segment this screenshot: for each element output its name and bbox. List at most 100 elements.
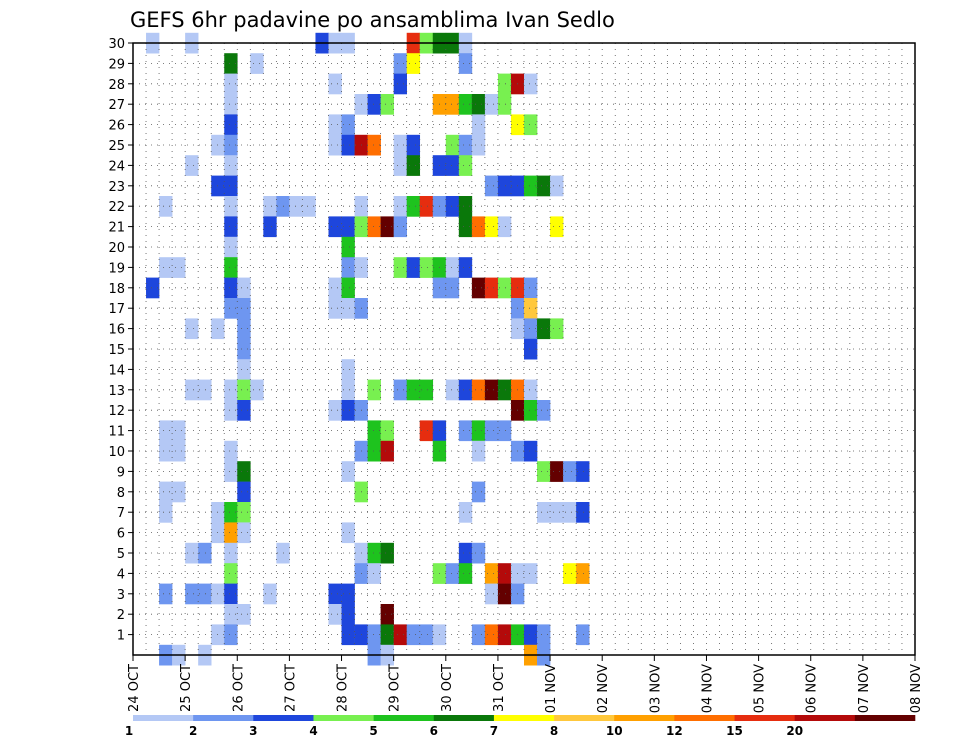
heatmap-cell xyxy=(198,379,212,401)
heatmap-cell xyxy=(367,624,381,646)
y-tick-label: 24 xyxy=(108,159,125,174)
heatmap-cell xyxy=(576,461,590,482)
heatmap-cell xyxy=(445,379,460,401)
y-axis: 1234567891011121314151617181920212223242… xyxy=(108,37,133,644)
heatmap-cell xyxy=(237,318,251,340)
y-tick-label: 23 xyxy=(108,180,125,195)
heatmap-cell xyxy=(146,277,160,299)
heatmap-cell xyxy=(484,216,499,238)
y-tick-label: 22 xyxy=(108,200,125,215)
heatmap-cell xyxy=(224,440,238,462)
heatmap-cell xyxy=(550,318,564,340)
legend-label: 20 xyxy=(786,724,803,738)
heatmap-cell xyxy=(484,583,499,605)
heatmap-cell xyxy=(289,196,303,217)
plot-grid xyxy=(133,42,915,655)
legend-label: 4 xyxy=(309,724,317,738)
heatmap-cell xyxy=(524,400,538,421)
heatmap-cell xyxy=(224,604,238,625)
heatmap-cell xyxy=(458,563,473,584)
heatmap-cell xyxy=(458,196,473,217)
heatmap-cell xyxy=(419,624,434,646)
y-tick-label: 10 xyxy=(108,445,125,460)
heatmap-cell xyxy=(237,502,251,523)
heatmap-cell xyxy=(367,379,381,401)
legend-swatch xyxy=(493,715,555,721)
heatmap-cell xyxy=(185,583,199,605)
heatmap-cell xyxy=(497,94,512,115)
y-tick-label: 4 xyxy=(117,567,125,582)
heatmap-cell xyxy=(393,196,407,217)
x-tick-label: 30 OCT xyxy=(440,664,455,712)
heatmap-cell xyxy=(237,277,251,299)
heatmap-cell xyxy=(458,257,473,278)
heatmap-cell xyxy=(224,134,238,156)
heatmap-cell xyxy=(471,216,486,238)
y-tick-label: 20 xyxy=(108,241,125,256)
heatmap-cell xyxy=(537,175,551,197)
heatmap-cell xyxy=(224,522,238,544)
heatmap-cell xyxy=(406,624,421,646)
heatmap-cell xyxy=(458,502,473,523)
heatmap-cell xyxy=(380,420,394,442)
heatmap-cell xyxy=(471,134,486,156)
heatmap-cell xyxy=(224,94,238,115)
y-tick-label: 7 xyxy=(117,506,125,521)
heatmap-cell xyxy=(537,318,551,340)
heatmap-cell xyxy=(524,338,538,360)
heatmap-cell xyxy=(524,379,538,401)
heatmap-cell xyxy=(367,440,381,462)
heatmap-cell xyxy=(224,461,238,482)
legend-label: 5 xyxy=(369,724,377,738)
heatmap-cell xyxy=(393,624,407,646)
legend-label: 3 xyxy=(249,724,257,738)
heatmap-cell xyxy=(159,583,173,605)
heatmap-cell xyxy=(328,73,342,95)
y-tick-label: 5 xyxy=(117,547,125,562)
heatmap-cell xyxy=(524,624,538,646)
heatmap-cell xyxy=(393,155,407,176)
heatmap-cell xyxy=(537,461,551,482)
heatmap-cell xyxy=(471,481,486,503)
legend-swatch xyxy=(253,715,314,721)
heatmap-cell xyxy=(380,624,394,646)
heatmap-cell xyxy=(497,216,512,238)
heatmap-cell xyxy=(341,298,355,319)
heatmap-cell xyxy=(328,400,342,421)
heatmap-cell xyxy=(224,298,238,319)
x-tick-label: 24 OCT xyxy=(127,664,142,712)
heatmap-cell xyxy=(524,73,538,95)
heatmap-cell xyxy=(224,175,238,197)
heatmap-cell xyxy=(419,420,434,442)
heatmap-cell xyxy=(159,420,173,442)
heatmap-cell xyxy=(224,73,238,95)
heatmap-cell xyxy=(537,400,551,421)
heatmap-cell xyxy=(406,155,421,176)
heatmap-cell xyxy=(341,522,355,544)
heatmap-cell xyxy=(380,216,394,238)
heatmap-cell xyxy=(445,155,460,176)
heatmap-cell xyxy=(341,604,355,625)
x-tick-label: 29 OCT xyxy=(388,664,403,712)
color-legend: 1 2 3 4 5 6 7 8 10 12 15 20 xyxy=(125,715,916,738)
heatmap-cell xyxy=(406,53,421,74)
heatmap-cell xyxy=(497,420,512,442)
y-tick-label: 19 xyxy=(108,261,125,276)
heatmap-cell xyxy=(172,420,186,442)
heatmap-cell xyxy=(341,257,355,278)
heatmap-cell xyxy=(367,216,381,238)
heatmap-cell xyxy=(406,257,421,278)
heatmap-cell xyxy=(341,400,355,421)
heatmap-cell xyxy=(159,257,173,278)
heatmap-cell xyxy=(393,379,407,401)
heatmap-cell xyxy=(406,134,421,156)
heatmap-cell xyxy=(367,94,381,115)
heatmap-cell xyxy=(224,114,238,136)
heatmap-cell xyxy=(393,257,407,278)
heatmap-cell xyxy=(419,257,434,278)
legend-label: 10 xyxy=(606,724,623,738)
legend-swatch xyxy=(794,715,856,721)
legend-label: 1 xyxy=(125,724,133,738)
heatmap-cell xyxy=(393,53,407,74)
heatmap-cell xyxy=(380,604,394,625)
